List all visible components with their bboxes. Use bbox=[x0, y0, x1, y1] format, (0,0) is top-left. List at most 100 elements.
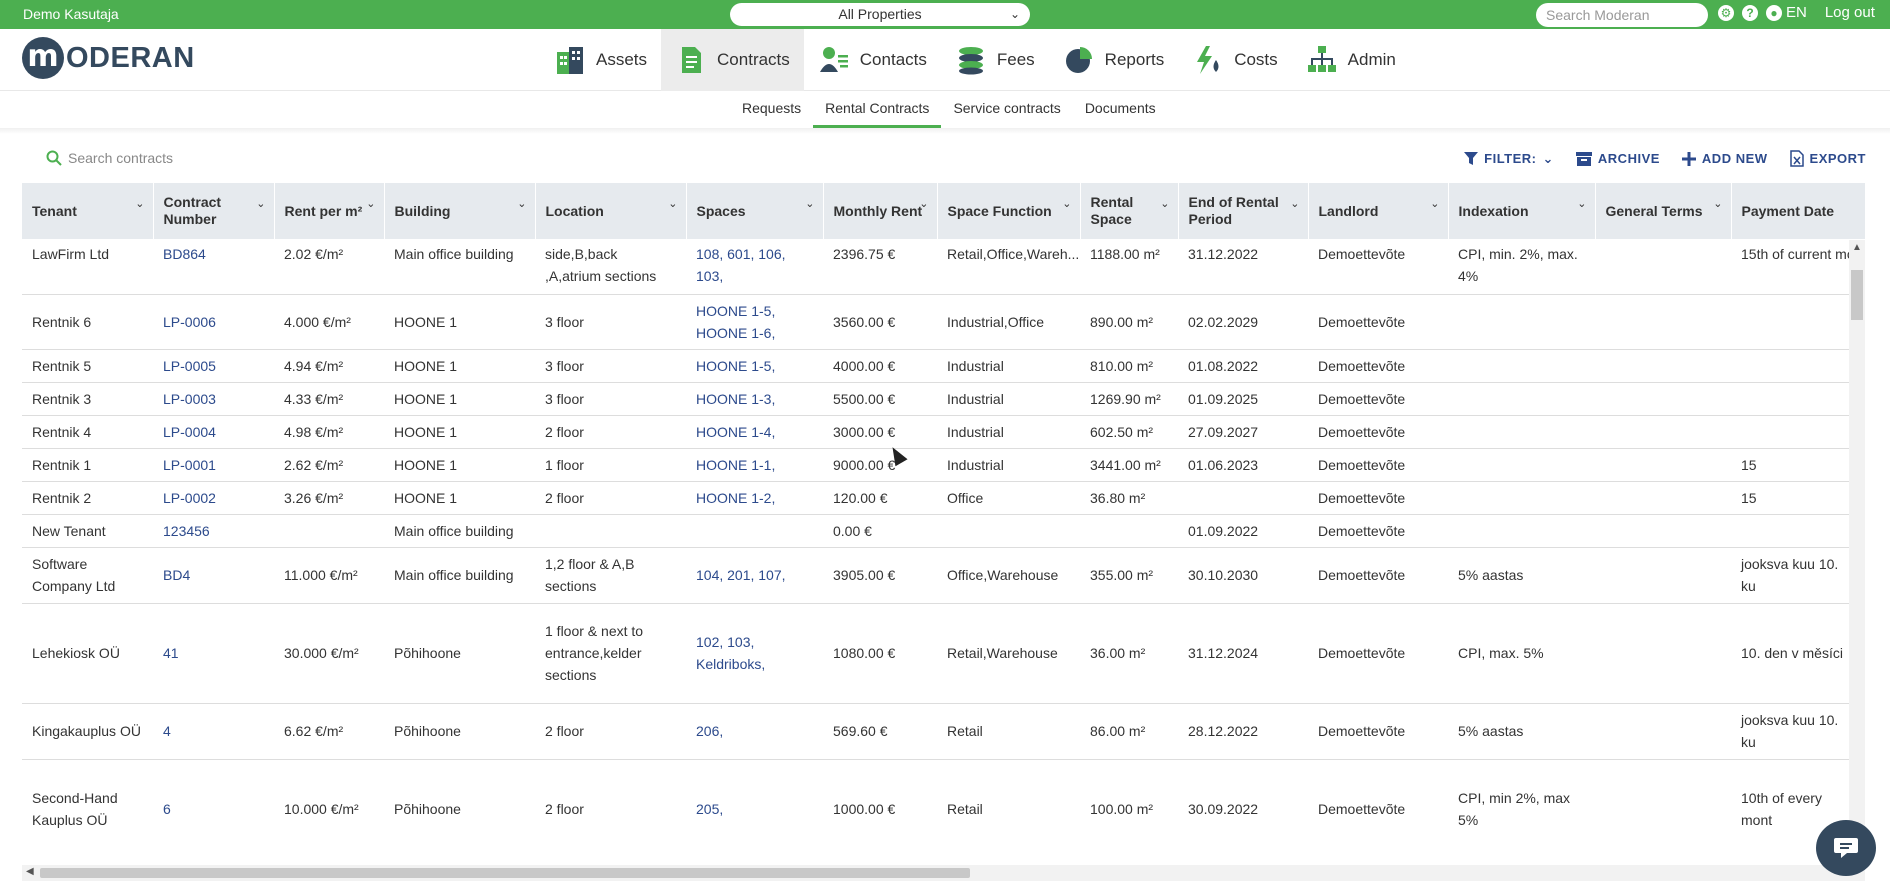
contract-number-link[interactable]: 41 bbox=[153, 603, 274, 704]
export-button[interactable]: EXPORT bbox=[1789, 150, 1866, 167]
column-header[interactable]: Rent per m² ⌄ bbox=[274, 183, 385, 239]
scroll-up-icon[interactable]: ▲ bbox=[1852, 242, 1862, 253]
nav-reports[interactable]: Reports bbox=[1049, 29, 1179, 91]
spaces-link[interactable]: HOONE 1-4, bbox=[686, 415, 823, 449]
column-header[interactable]: Building ⌄ bbox=[384, 183, 536, 239]
user-name[interactable]: Demo Kasutaja bbox=[23, 6, 119, 22]
contract-number-link[interactable]: BD864 bbox=[153, 239, 274, 295]
add-new-button[interactable]: ADD NEW bbox=[1681, 150, 1768, 167]
spaces-link[interactable] bbox=[686, 514, 823, 548]
chevron-down-icon[interactable]: ⌄ bbox=[1062, 198, 1072, 210]
header-label: Space Function bbox=[947, 202, 1052, 219]
spaces-link[interactable]: 102, 103, Keldriboks, bbox=[686, 603, 823, 704]
spaces-link[interactable]: 108, 601, 106, 103, bbox=[686, 239, 823, 295]
contract-number-link[interactable]: LP-0002 bbox=[153, 481, 274, 515]
help-icon[interactable]: ? bbox=[1742, 4, 1758, 21]
column-header[interactable]: End of Rental Period ⌄ bbox=[1178, 183, 1309, 239]
contract-number-link[interactable]: LP-0003 bbox=[153, 382, 274, 416]
table-row[interactable]: Lehekiosk OÜ 41 30.000 €/m² Põhihoone 1 floo… bbox=[22, 603, 1865, 704]
table-cell: HOONE 1 bbox=[384, 382, 535, 416]
subnav-documents[interactable]: Documents bbox=[1084, 100, 1156, 116]
table-row[interactable]: LawFirm Ltd BD864 2.02 €/m² Main office bui… bbox=[22, 239, 1865, 295]
table-row[interactable]: Second-Hand Kauplus OÜ 6 10.000 €/m² Põhiho… bbox=[22, 759, 1865, 851]
chevron-down-icon[interactable]: ⌄ bbox=[919, 198, 929, 210]
vertical-scroll-thumb[interactable] bbox=[1851, 270, 1863, 320]
logout-link[interactable]: Log out bbox=[1824, 4, 1875, 21]
spaces-link[interactable]: HOONE 1-2, bbox=[686, 481, 823, 515]
nav-assets[interactable]: Assets bbox=[540, 29, 661, 91]
subnav-service-contracts[interactable]: Service contracts bbox=[953, 100, 1061, 116]
table-row[interactable]: New Tenant 123456 Main office building 0.00… bbox=[22, 514, 1865, 548]
chevron-down-icon[interactable]: ⌄ bbox=[1290, 198, 1300, 210]
column-header[interactable]: Rental Space ⌄ bbox=[1080, 183, 1179, 239]
spaces-link[interactable]: HOONE 1-5, HOONE 1-6, bbox=[686, 294, 823, 350]
nav-contacts[interactable]: Contacts bbox=[804, 29, 941, 91]
contract-number-link[interactable]: LP-0004 bbox=[153, 415, 274, 449]
chevron-down-icon[interactable]: ⌄ bbox=[805, 198, 815, 210]
chevron-down-icon[interactable]: ⌄ bbox=[668, 198, 678, 210]
plus-icon bbox=[1681, 151, 1696, 166]
contracts-search-input[interactable] bbox=[68, 150, 308, 166]
chevron-down-icon[interactable]: ⌄ bbox=[1430, 198, 1440, 210]
column-header[interactable]: Space Function ⌄ bbox=[937, 183, 1081, 239]
column-header[interactable]: Indexation ⌄ bbox=[1448, 183, 1596, 239]
contract-number-link[interactable]: 4 bbox=[153, 703, 274, 760]
property-select[interactable]: All Properties ⌄ bbox=[730, 3, 1030, 26]
contract-number-link[interactable]: 123456 bbox=[153, 514, 274, 548]
nav-contracts[interactable]: Contracts bbox=[661, 29, 804, 91]
chevron-down-icon[interactable]: ⌄ bbox=[256, 198, 266, 210]
contract-number-link[interactable]: LP-0006 bbox=[153, 294, 274, 350]
moderan-logo[interactable]: m ODERAN bbox=[22, 37, 195, 79]
chevron-down-icon[interactable]: ⌄ bbox=[366, 198, 376, 210]
spaces-link[interactable]: HOONE 1-5, bbox=[686, 349, 823, 383]
column-header[interactable]: Tenant ⌄ bbox=[22, 183, 154, 239]
global-search-input[interactable] bbox=[1536, 3, 1708, 27]
contract-number-link[interactable]: 6 bbox=[153, 759, 274, 851]
chevron-down-icon[interactable]: ⌄ bbox=[1577, 198, 1587, 210]
horizontal-scrollbar[interactable]: ◀ bbox=[22, 865, 1865, 881]
chevron-down-icon[interactable]: ⌄ bbox=[135, 198, 145, 210]
spaces-link[interactable]: 206, bbox=[686, 703, 823, 760]
column-header[interactable]: Payment Date bbox=[1731, 183, 1865, 239]
scroll-left-icon[interactable]: ◀ bbox=[26, 866, 34, 877]
nav-costs[interactable]: Costs bbox=[1178, 29, 1291, 91]
contract-number-link[interactable]: LP-0005 bbox=[153, 349, 274, 383]
column-header[interactable]: Location ⌄ bbox=[535, 183, 687, 239]
table-row[interactable]: Software Company Ltd BD4 11.000 €/m² Main o… bbox=[22, 547, 1865, 604]
header-label: End of Rental Period bbox=[1188, 194, 1279, 227]
table-row[interactable]: Kingakauplus OÜ 4 6.62 €/m² Põhihoone 2 floo… bbox=[22, 703, 1865, 760]
gear-icon[interactable]: ⚙ bbox=[1718, 4, 1734, 21]
column-header[interactable]: Spaces ⌄ bbox=[686, 183, 824, 239]
table-cell: 3.26 €/m² bbox=[274, 481, 384, 515]
subnav-rental-contracts[interactable]: Rental Contracts bbox=[813, 92, 942, 128]
spaces-link[interactable]: 104, 201, 107, bbox=[686, 547, 823, 604]
spaces-link[interactable]: 205, bbox=[686, 759, 823, 851]
chevron-down-icon[interactable]: ⌄ bbox=[1713, 198, 1723, 210]
chevron-down-icon[interactable]: ⌄ bbox=[1160, 198, 1170, 210]
column-header[interactable]: Contract Number ⌄ bbox=[153, 183, 275, 239]
subnav-requests[interactable]: Requests bbox=[742, 100, 802, 116]
contract-number-link[interactable]: LP-0001 bbox=[153, 448, 274, 482]
column-header[interactable]: Monthly Rent ⌄ bbox=[823, 183, 938, 239]
contract-number-link[interactable]: BD4 bbox=[153, 547, 274, 604]
vertical-scrollbar[interactable]: ▲ bbox=[1849, 240, 1865, 855]
column-header[interactable]: General Terms ⌄ bbox=[1595, 183, 1732, 239]
column-header[interactable]: Landlord ⌄ bbox=[1308, 183, 1449, 239]
chat-button[interactable] bbox=[1816, 820, 1876, 876]
filter-button[interactable]: FILTER: ⌄ bbox=[1464, 150, 1554, 167]
nav-admin[interactable]: Admin bbox=[1292, 29, 1410, 91]
nav-fees[interactable]: Fees bbox=[941, 29, 1049, 91]
chevron-down-icon[interactable]: ⌄ bbox=[517, 198, 527, 210]
header-label: Spaces bbox=[696, 202, 746, 219]
horizontal-scroll-thumb[interactable] bbox=[40, 868, 970, 878]
language-switcher[interactable]: ● EN bbox=[1766, 4, 1807, 21]
spaces-link[interactable]: HOONE 1-1, bbox=[686, 448, 823, 482]
spaces-link[interactable]: HOONE 1-3, bbox=[686, 382, 823, 416]
archive-button[interactable]: ARCHIVE bbox=[1575, 150, 1660, 167]
